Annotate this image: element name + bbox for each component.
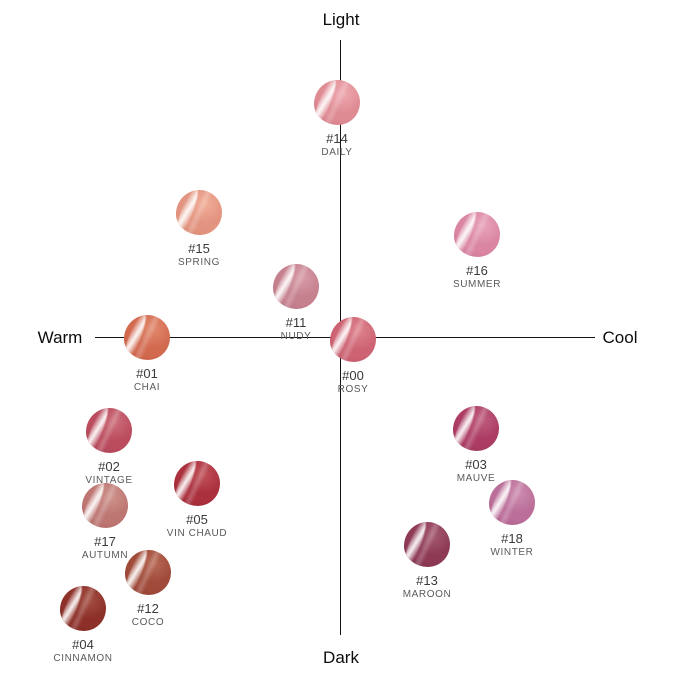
shade-point-12: #12 COCO xyxy=(88,550,208,629)
shade-name: SPRING xyxy=(178,257,220,269)
shade-point-05: #05 VIN CHAUD xyxy=(137,460,257,540)
shade-number: #14 xyxy=(326,131,348,147)
gloss-highlight-icon xyxy=(273,263,299,309)
shade-point-17: #17 AUTUMN xyxy=(45,482,165,562)
shade-name: VIN CHAUD xyxy=(166,527,228,539)
lip-swatch xyxy=(125,550,171,596)
shade-number: #01 xyxy=(136,365,158,381)
shade-number: #16 xyxy=(466,263,488,279)
shade-point-14: #14 DAILY xyxy=(277,80,397,159)
shade-name: MAUVE xyxy=(456,473,496,485)
shade-point-02: #02 VINTAGE xyxy=(49,407,169,487)
lip-swatch xyxy=(273,263,319,309)
lip-swatch xyxy=(314,80,360,126)
shade-number: #00 xyxy=(342,367,364,383)
shade-number: #15 xyxy=(188,241,210,257)
shade-point-03: #03 MAUVE xyxy=(416,406,536,485)
shade-name: COCO xyxy=(131,617,165,629)
lip-swatch xyxy=(174,460,220,506)
lip-swatch xyxy=(60,586,106,632)
shade-number: #11 xyxy=(285,314,307,330)
gloss-highlight-icon xyxy=(314,80,340,126)
axis-label-warm: Warm xyxy=(37,328,83,347)
lip-swatch xyxy=(404,522,450,567)
gloss-highlight-icon xyxy=(82,482,108,528)
lip-swatch xyxy=(82,482,128,528)
lip-swatch xyxy=(86,407,132,453)
gloss-highlight-icon xyxy=(86,407,112,453)
shade-point-04: #04 CINNAMON xyxy=(23,586,143,665)
shade-name: SUMMER xyxy=(452,279,502,291)
shade-point-00: #00 ROSY xyxy=(293,316,413,396)
shade-name: CHAI xyxy=(133,381,161,393)
shade-name: CINNAMON xyxy=(53,653,113,665)
shade-name: AUTUMN xyxy=(81,549,129,561)
gloss-highlight-icon xyxy=(404,522,430,567)
gloss-highlight-icon xyxy=(454,212,480,258)
gloss-highlight-icon xyxy=(489,479,515,525)
gloss-highlight-icon xyxy=(453,406,479,452)
lip-swatch xyxy=(454,212,500,258)
lip-swatch xyxy=(330,316,376,362)
shade-number: #18 xyxy=(501,530,523,546)
shade-name: VINTAGE xyxy=(85,474,133,486)
axis-label-light: Light xyxy=(322,10,360,29)
lip-swatch xyxy=(489,479,535,525)
shade-number: #12 xyxy=(137,601,159,617)
shade-point-01: #01 CHAI xyxy=(87,314,207,394)
gloss-highlight-icon xyxy=(124,314,150,360)
shade-name: MAROON xyxy=(402,589,452,600)
shade-number: #05 xyxy=(186,511,208,527)
gloss-highlight-icon xyxy=(330,316,356,362)
shade-point-18: #18 WINTER xyxy=(452,479,572,559)
shade-point-13: #13 MAROON xyxy=(367,522,487,601)
shade-number: #13 xyxy=(416,573,438,588)
shade-name: ROSY xyxy=(337,383,369,395)
lip-swatch xyxy=(176,190,222,236)
gloss-highlight-icon xyxy=(60,586,86,632)
shade-number: #02 xyxy=(98,458,120,474)
shade-number: #04 xyxy=(72,637,94,653)
shade-number: #03 xyxy=(465,457,487,473)
axis-label-dark: Dark xyxy=(323,648,359,667)
lip-swatch xyxy=(124,314,170,360)
lip-swatch xyxy=(453,406,499,452)
shade-name: DAILY xyxy=(321,147,353,159)
shade-point-16: #16 SUMMER xyxy=(417,212,537,291)
shade-name: NUDY xyxy=(280,330,312,342)
gloss-highlight-icon xyxy=(176,190,202,236)
shade-number: #17 xyxy=(94,533,116,549)
shade-point-15: #15 SPRING xyxy=(139,190,259,269)
shade-name: WINTER xyxy=(490,546,534,558)
axis-label-cool: Cool xyxy=(602,328,638,347)
gloss-highlight-icon xyxy=(174,460,200,506)
shade-point-11: #11 NUDY xyxy=(236,263,356,343)
